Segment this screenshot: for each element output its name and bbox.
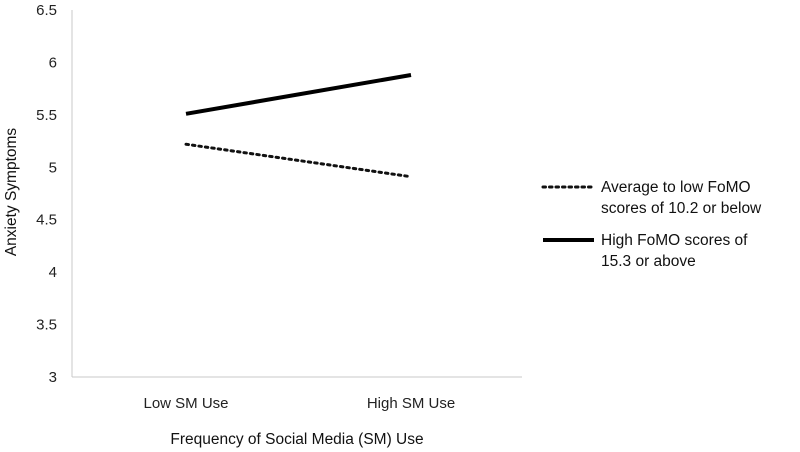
y-axis-ticks: 3 3.5 4 4.5 5 5.5 6 6.5 bbox=[36, 2, 57, 386]
y-tick-label: 5.5 bbox=[36, 107, 57, 124]
y-tick-label: 4.5 bbox=[36, 212, 57, 229]
legend: Average to low FoMO scores of 10.2 or bel… bbox=[541, 179, 762, 270]
y-tick-label: 5 bbox=[49, 159, 57, 176]
y-tick-label: 6.5 bbox=[36, 2, 57, 19]
legend-label: High FoMO scores of bbox=[601, 232, 748, 249]
series-line-high-fomo bbox=[185, 73, 412, 116]
y-tick-label: 4 bbox=[49, 264, 57, 281]
x-axis-ticks: Low SM Use High SM Use bbox=[143, 395, 455, 412]
y-tick-label: 6 bbox=[49, 54, 57, 71]
y-tick-label: 3 bbox=[49, 369, 57, 386]
x-axis-title: Frequency of Social Media (SM) Use bbox=[170, 431, 423, 448]
legend-label: scores of 10.2 or below bbox=[601, 200, 762, 217]
x-tick-label: Low SM Use bbox=[143, 395, 228, 412]
series-lines bbox=[184, 73, 413, 179]
y-tick-label: 3.5 bbox=[36, 317, 57, 334]
series-line-average-low-fomo bbox=[184, 142, 413, 179]
y-axis-title: Anxiety Symptoms bbox=[3, 128, 20, 257]
legend-label: 15.3 or above bbox=[601, 253, 696, 270]
legend-label: Average to low FoMO bbox=[601, 179, 751, 196]
x-tick-label: High SM Use bbox=[367, 395, 455, 412]
